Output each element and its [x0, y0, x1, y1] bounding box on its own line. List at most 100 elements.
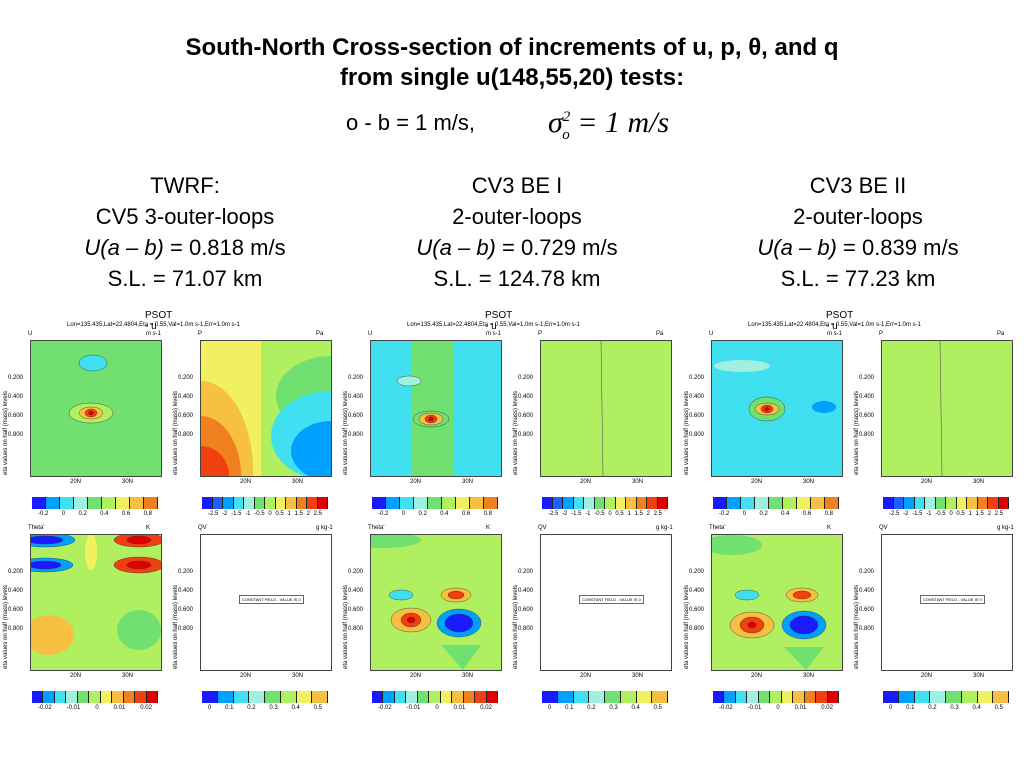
colorbar-swatch: [904, 497, 915, 509]
x-tick: 20N: [240, 479, 252, 485]
panel-c2-r2-right: QV g kg-1 eta values on half (mass) levels…: [513, 522, 680, 732]
colorbar-tick: -2: [903, 511, 909, 517]
colorbar-swatch: [557, 691, 574, 703]
colorbar-tick: -1: [585, 511, 591, 517]
y-tick: 0.200: [178, 569, 194, 575]
colorbar-swatch: [440, 691, 453, 703]
colorbar-labels: -0.02 -0.01 0 0.01 0.02: [719, 705, 833, 711]
constant-field-label: CONSTANT FIELD - VALUE IS 0: [579, 595, 644, 604]
colorbar-swatch: [202, 497, 213, 509]
colorbar-swatch: [463, 691, 476, 703]
colorbar-tick: -0.01: [406, 705, 421, 711]
colorbar-swatch: [130, 497, 144, 509]
x-tick: 20N: [70, 673, 82, 679]
colorbar-tick: 0.4: [631, 705, 640, 711]
colorbar-tick: 0.5: [956, 511, 965, 517]
colorbar-tick: 0.2: [418, 511, 427, 517]
x-tick: 30N: [803, 673, 815, 679]
colorbar-swatch: [542, 497, 553, 509]
colorbar-swatch: [747, 691, 759, 703]
colorbar-swatch: [552, 497, 563, 509]
colorbar-labels: 0 0.1 0.2 0.3 0.4 0.5: [548, 705, 662, 711]
panel-c3-r1-left: PSOT - u Lon=135.435,Lat=22.4804,Eta = 0.…: [684, 308, 921, 518]
y-tick: 0.400: [348, 588, 364, 594]
panel-c1-r1-right: P Pa eta values on half (mass) levels 0.200…: [173, 308, 340, 518]
psot-title: PSOT - u: [826, 310, 854, 332]
x-tick: 20N: [921, 479, 933, 485]
y-tick: 0.800: [518, 432, 534, 438]
colorbar-tick: 0.2: [247, 705, 256, 711]
y-tick: 0.600: [689, 607, 705, 613]
colorbar-tick: -0.2: [378, 511, 389, 517]
colorbar-tick: -2: [222, 511, 228, 517]
colorbar-swatch: [793, 691, 805, 703]
plot-units-label: g kg-1: [656, 525, 673, 531]
y-tick: 0.200: [8, 569, 24, 575]
plot-units-label: K: [486, 525, 491, 531]
x-tick: 30N: [292, 479, 304, 485]
plot-var-label: P: [879, 331, 884, 337]
colorbar-swatch: [317, 497, 328, 509]
colorbar-tick: -2.5: [889, 511, 900, 517]
x-tick: 30N: [122, 673, 134, 679]
colorbar: [202, 691, 328, 703]
colorbar: [883, 497, 1009, 509]
y-tick: 0.200: [518, 375, 534, 381]
colorbar-tick: 0.5: [994, 705, 1003, 711]
colorbar-swatch: [914, 497, 925, 509]
y-tick: 0.800: [859, 432, 875, 438]
column-header-line1: CV3 BE I: [471, 173, 563, 198]
x-tick: 20N: [751, 479, 763, 485]
colorbar-tick: 1: [287, 511, 291, 517]
colorbar-swatch: [486, 691, 498, 703]
colorbar-swatch: [769, 497, 783, 509]
colorbar-tick: 2.5: [994, 511, 1003, 517]
plot-units-label: m s-1: [486, 331, 501, 337]
colorbar-tick: -1: [245, 511, 251, 517]
y-tick: 0.400: [859, 588, 875, 594]
colorbar-labels: -2.5 -2 -1.5 -1 -0.5 0 0.5 1 1.5 2 2.5: [548, 511, 662, 517]
column-header-line2: 2-outer-loops: [452, 204, 582, 229]
colorbar-tick: 2: [987, 511, 991, 517]
constant-field-label: CONSTANT FIELD - VALUE IS 0: [239, 595, 304, 604]
colorbar-tick: 2.5: [653, 511, 662, 517]
colorbar-tick: 1: [968, 511, 972, 517]
psot-subtitle: Lon=135.435,Lat=22.4804,Eta = 0.55,Val=1…: [407, 322, 580, 328]
colorbar-swatch: [781, 691, 794, 703]
psot-subtitle: Lon=135.435,Lat=22.4804,Eta = 0.55,Val=1…: [67, 322, 240, 328]
colorbar-tick: -1.5: [912, 511, 923, 517]
y-tick: 0.600: [178, 413, 194, 419]
colorbar-tick: -0.5: [594, 511, 605, 517]
colorbar-tick: 0: [949, 511, 953, 517]
colorbar-swatch: [74, 497, 88, 509]
plot-units-label: m s-1: [146, 331, 161, 337]
y-tick: 0.400: [689, 588, 705, 594]
colorbar-swatch: [135, 691, 147, 703]
colorbar-swatch: [816, 691, 828, 703]
colorbar-swatch: [77, 691, 90, 703]
x-tick: 30N: [122, 479, 134, 485]
colorbar-swatch: [977, 691, 994, 703]
colorbar-swatch: [32, 691, 44, 703]
colorbar-swatch: [456, 497, 470, 509]
plot-var-label: Theta': [28, 525, 45, 531]
colorbar-tick: 2: [306, 511, 310, 517]
colorbar-swatch: [249, 691, 265, 703]
contour-plot: [711, 340, 843, 477]
plot-var-label: Theta': [368, 525, 385, 531]
x-tick: 30N: [632, 673, 644, 679]
colorbar-tick: 1: [627, 511, 631, 517]
x-tick: 20N: [240, 673, 252, 679]
colorbar-swatch: [713, 691, 725, 703]
y-tick: 0.600: [859, 607, 875, 613]
colorbar-labels: 0 0.1 0.2 0.3 0.4 0.5: [889, 705, 1003, 711]
contour-plot: [30, 340, 162, 477]
colorbar-tick: -0.2: [38, 511, 49, 517]
y-tick: 0.800: [178, 626, 194, 632]
y-tick: 0.800: [518, 626, 534, 632]
contour-plot: [881, 340, 1013, 477]
plot-var-label: U: [368, 331, 373, 337]
colorbar-swatch: [797, 497, 811, 509]
